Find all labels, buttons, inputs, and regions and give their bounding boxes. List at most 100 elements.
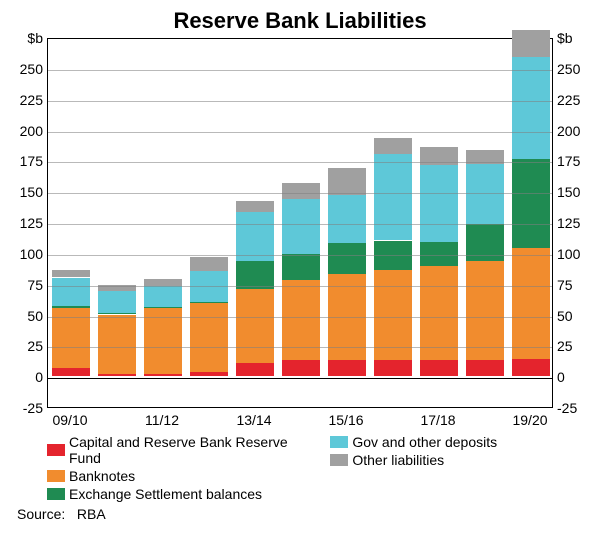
y-tick-right: 0: [557, 369, 565, 385]
bar-group: [144, 37, 182, 407]
legend-swatch: [47, 470, 65, 482]
bar-segment-esb: [52, 306, 90, 308]
bar-segment-gov: [512, 57, 550, 159]
y-tick-right: 25: [557, 338, 573, 354]
gridline: [48, 162, 552, 163]
y-tick-right: 75: [557, 277, 573, 293]
y-tick-right: -25: [557, 400, 577, 416]
chart-title: Reserve Bank Liabilities: [0, 0, 600, 34]
bar-segment-other: [236, 201, 274, 212]
bar-group: [512, 37, 550, 407]
bar-segment-other: [282, 183, 320, 199]
legend-swatch: [47, 444, 65, 456]
bar-segment-gov: [420, 165, 458, 241]
gridline: [48, 193, 552, 194]
bar-segment-capital: [512, 359, 550, 376]
bar-segment-capital: [52, 368, 90, 377]
bar-group: [282, 37, 320, 407]
bar-segment-capital: [190, 372, 228, 376]
y-tick-left: 250: [20, 61, 43, 77]
bar-segment-capital: [420, 360, 458, 376]
gridline: [48, 347, 552, 348]
y-tick-right: 100: [557, 246, 580, 262]
legend-swatch: [47, 488, 65, 500]
gridline: [48, 224, 552, 225]
y-tick-right: 225: [557, 92, 580, 108]
x-tick: 17/18: [420, 412, 455, 428]
y-tick-left: -25: [23, 400, 43, 416]
y-tick-left: 150: [20, 184, 43, 200]
y-tick-left: 75: [27, 277, 43, 293]
x-tick: 11/12: [145, 412, 179, 428]
bar-segment-gov: [144, 286, 182, 307]
chart-container: Reserve Bank Liabilities $b $b Capital a…: [0, 0, 600, 547]
bar-segment-capital: [236, 363, 274, 377]
bar-segment-other: [328, 168, 366, 195]
bar-segment-banknotes: [236, 289, 274, 363]
bar-segment-other: [512, 30, 550, 57]
bar-segment-esb: [190, 302, 228, 303]
bar-group: [374, 37, 412, 407]
zero-line: [48, 378, 552, 379]
bar-segment-gov: [328, 195, 366, 243]
y-axis-unit-left: $b: [27, 30, 43, 46]
bar-segment-esb: [236, 261, 274, 288]
bar-segment-other: [190, 257, 228, 272]
bar-group: [52, 37, 90, 407]
bar-segment-capital: [374, 360, 412, 376]
bar-segment-esb: [98, 313, 136, 314]
bar-segment-esb: [144, 307, 182, 308]
bar-segment-gov: [190, 271, 228, 302]
gridline: [48, 317, 552, 318]
plot-area: [47, 38, 553, 408]
legend-item-banknotes: Banknotes: [47, 468, 320, 484]
gridline: [48, 132, 552, 133]
bar-segment-banknotes: [420, 266, 458, 360]
bar-segment-capital: [282, 360, 320, 376]
bar-segment-gov: [374, 154, 412, 240]
legend-item-capital: Capital and Reserve Bank Reserve Fund: [47, 434, 320, 466]
bar-group: [466, 37, 504, 407]
x-tick: 09/10: [52, 412, 87, 428]
bar-segment-other: [52, 270, 90, 277]
bar-segment-esb: [282, 254, 320, 280]
y-tick-right: 250: [557, 61, 580, 77]
y-tick-left: 200: [20, 123, 43, 139]
source-value: RBA: [77, 506, 106, 522]
y-tick-right: 200: [557, 123, 580, 139]
y-tick-right: 175: [557, 153, 580, 169]
legend-label: Other liabilities: [352, 452, 444, 468]
y-tick-left: 0: [35, 369, 43, 385]
legend-label: Capital and Reserve Bank Reserve Fund: [69, 434, 320, 466]
legend-swatch: [330, 436, 348, 448]
source-line: Source: RBA: [17, 506, 106, 522]
bar-segment-esb: [512, 159, 550, 248]
y-tick-left: 25: [27, 338, 43, 354]
x-tick: 15/16: [328, 412, 363, 428]
y-tick-right: 150: [557, 184, 580, 200]
legend-label: Exchange Settlement balances: [69, 486, 262, 502]
y-tick-left: 50: [27, 308, 43, 324]
y-tick-left: 125: [20, 215, 43, 231]
bar-segment-banknotes: [512, 248, 550, 359]
bar-segment-capital: [144, 374, 182, 376]
legend-label: Gov and other deposits: [352, 434, 497, 450]
y-axis-unit-right: $b: [557, 30, 573, 46]
bar-segment-capital: [98, 374, 136, 376]
source-label: Source:: [17, 506, 65, 522]
legend-item-esb: Exchange Settlement balances: [47, 486, 320, 502]
legend-swatch: [330, 454, 348, 466]
y-tick-left: 100: [20, 246, 43, 262]
legend-item-gov: Gov and other deposits: [330, 434, 543, 450]
gridline: [48, 255, 552, 256]
bar-segment-banknotes: [144, 308, 182, 373]
y-tick-left: 175: [20, 153, 43, 169]
bar-segment-capital: [328, 360, 366, 376]
bar-segment-gov: [282, 199, 320, 255]
bar-group: [236, 37, 274, 407]
bar-segment-banknotes: [466, 261, 504, 360]
y-tick-left: 225: [20, 92, 43, 108]
bar-segment-esb: [328, 243, 366, 274]
bar-segment-banknotes: [190, 303, 228, 372]
bar-segment-gov: [98, 291, 136, 313]
